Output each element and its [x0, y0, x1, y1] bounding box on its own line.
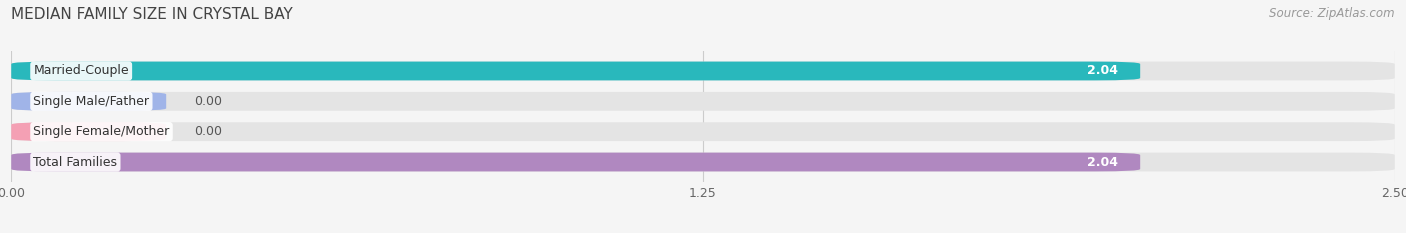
Text: Married-Couple: Married-Couple: [34, 65, 129, 78]
FancyBboxPatch shape: [11, 92, 1395, 111]
Text: Source: ZipAtlas.com: Source: ZipAtlas.com: [1270, 7, 1395, 20]
FancyBboxPatch shape: [11, 122, 1395, 141]
Text: 2.04: 2.04: [1087, 65, 1118, 78]
FancyBboxPatch shape: [11, 122, 166, 141]
Text: MEDIAN FAMILY SIZE IN CRYSTAL BAY: MEDIAN FAMILY SIZE IN CRYSTAL BAY: [11, 7, 292, 22]
Text: 0.00: 0.00: [194, 125, 222, 138]
Text: Total Families: Total Families: [34, 155, 117, 168]
Text: Single Male/Father: Single Male/Father: [34, 95, 149, 108]
FancyBboxPatch shape: [11, 62, 1140, 80]
FancyBboxPatch shape: [11, 153, 1395, 171]
Text: Single Female/Mother: Single Female/Mother: [34, 125, 170, 138]
FancyBboxPatch shape: [11, 153, 1140, 171]
FancyBboxPatch shape: [11, 92, 166, 111]
FancyBboxPatch shape: [11, 62, 1395, 80]
Text: 0.00: 0.00: [194, 95, 222, 108]
Text: 2.04: 2.04: [1087, 155, 1118, 168]
